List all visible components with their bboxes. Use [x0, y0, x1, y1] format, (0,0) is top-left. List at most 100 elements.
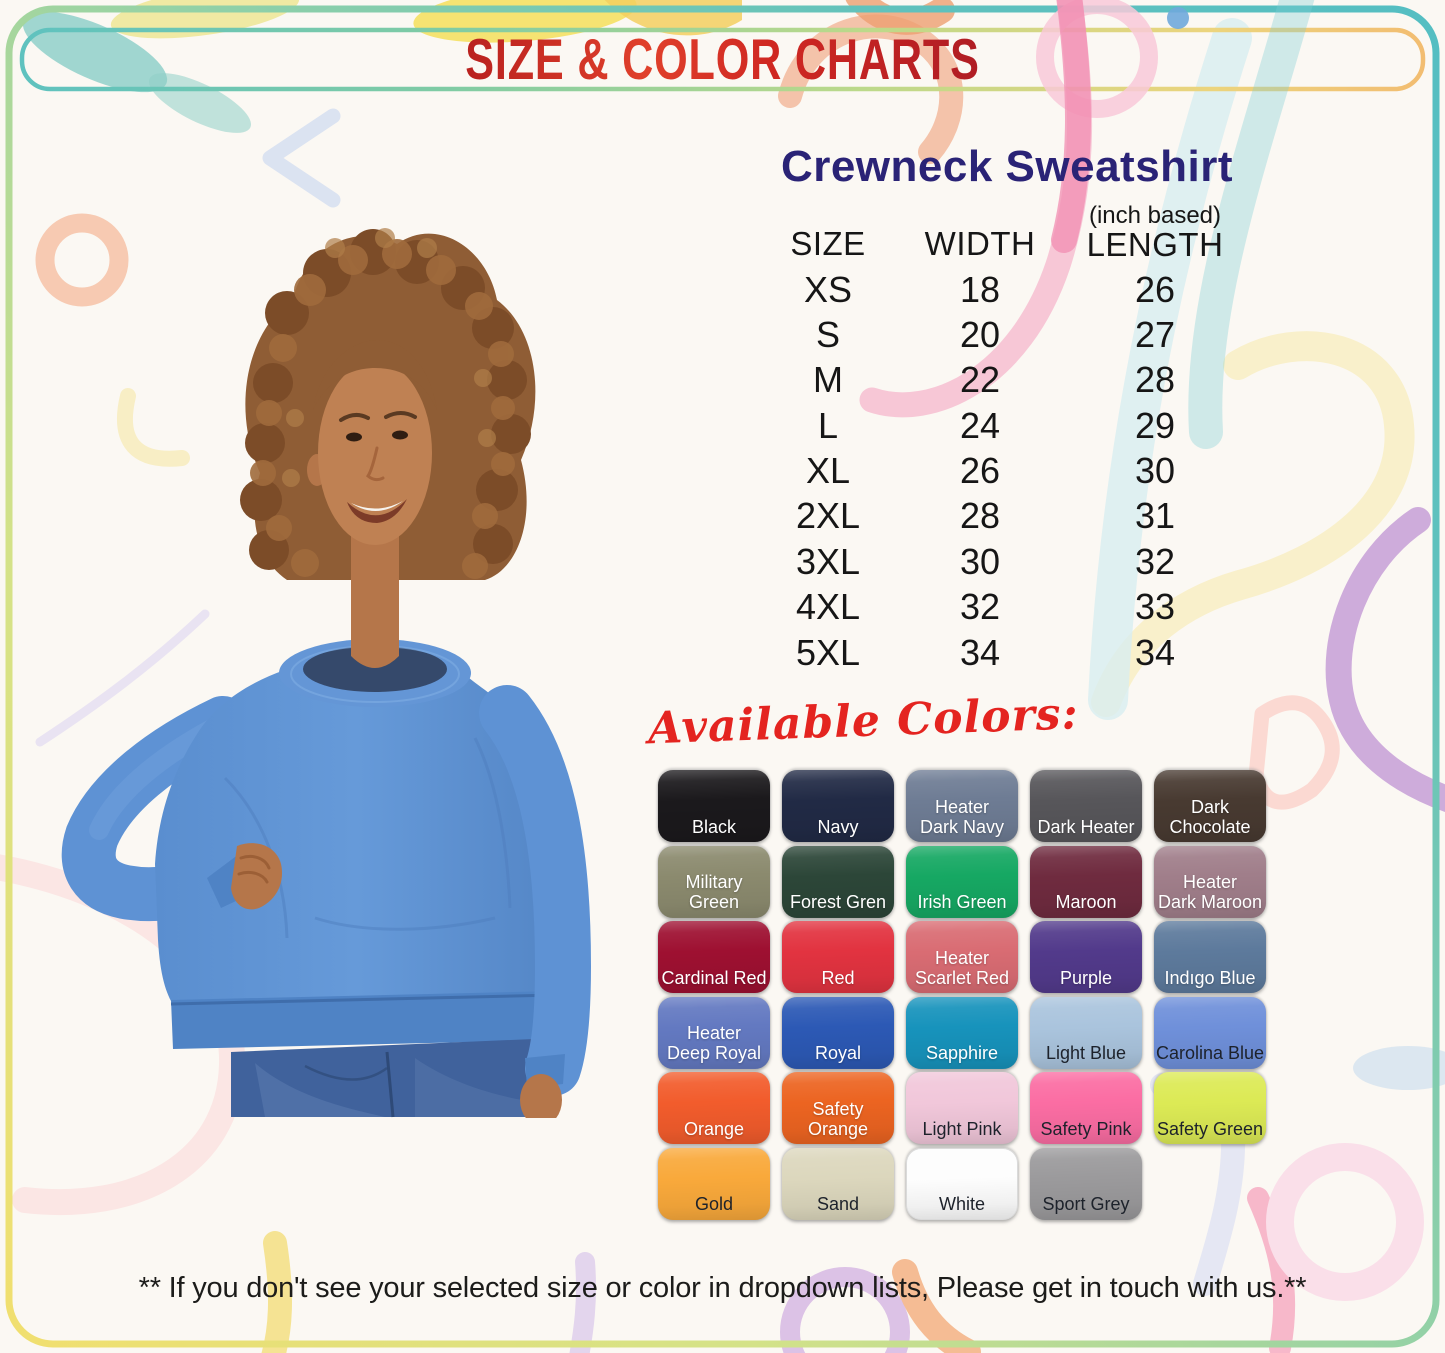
color-swatch-label: Red	[821, 967, 855, 988]
color-swatch-label: Royal	[814, 1043, 862, 1064]
size-cell: XL	[805, 450, 851, 492]
color-swatch-purple: Purple	[1030, 921, 1142, 993]
size-cell: 2XL	[795, 495, 861, 537]
width-cell: 20	[959, 313, 1001, 355]
color-swatch-label: Heater Scarlet Red	[914, 947, 1010, 988]
size-cell: 5XL	[795, 631, 861, 673]
size-cell: 3XL	[795, 540, 861, 582]
size-chart-table: SIZE WIDTH (inch based) LENGTH XS 18 26 S 20…	[770, 203, 1236, 675]
size-row-5xl: 5XL 34 34	[770, 630, 1236, 675]
color-swatch-dark-chocolate: Dark Chocolate	[1154, 770, 1266, 842]
width-cell: 18	[959, 268, 1001, 310]
size-row-l: L 24 29	[770, 403, 1236, 448]
length-cell: 34	[1134, 631, 1176, 673]
color-swatch-label: Safety Orange	[807, 1098, 869, 1139]
color-swatch-light-blue: Light Blue	[1030, 996, 1142, 1069]
available-colors-heading: Available Colors:	[647, 688, 1080, 755]
color-swatch-heater-dark-navy: Heater Dark Navy	[906, 770, 1018, 842]
color-swatch-label: Sapphire	[925, 1043, 999, 1064]
size-cell: XS	[803, 268, 853, 310]
color-swatch-sapphire: Sapphire	[906, 996, 1018, 1069]
color-swatch-maroon: Maroon	[1030, 845, 1142, 918]
length-cell: 29	[1134, 404, 1176, 446]
color-swatch-light-pink: Light Pink	[906, 1072, 1018, 1144]
color-swatch-white: White	[906, 1147, 1018, 1220]
color-swatch-dark-heater: Dark Heater	[1030, 770, 1142, 842]
color-swatch-heater-deep-royal: Heater Deep Royal	[658, 996, 770, 1069]
color-swatch-safety-orange: Safety Orange	[782, 1072, 894, 1144]
color-swatch-navy: Navy	[782, 770, 894, 842]
color-swatch-heater-scarlet-red: Heater Scarlet Red	[906, 921, 1018, 993]
page-title: SIZE & COLOR CHARTS	[465, 27, 980, 92]
column-header-size: SIZE	[790, 224, 866, 262]
color-swatch-label: Sand	[816, 1194, 860, 1215]
color-swatch-forest-gren: Forest Gren	[782, 845, 894, 918]
length-cell: 27	[1134, 313, 1176, 355]
color-swatch-label: Navy	[817, 816, 859, 837]
color-swatch-military-green: Military Green	[658, 845, 770, 918]
color-swatch-safety-pink: Safety Pink	[1030, 1072, 1142, 1144]
width-cell: 22	[959, 359, 1001, 401]
column-header-width: WIDTH	[924, 224, 1036, 262]
color-swatch-label: Indıgo Blue	[1164, 967, 1256, 988]
color-swatch-cardinal-red: Cardinal Red	[658, 921, 770, 993]
color-swatch-label: Carolina Blue	[1155, 1043, 1265, 1064]
color-swatch-label: Black	[691, 816, 736, 837]
size-cell: S	[815, 313, 840, 355]
color-swatch-sport-grey: Sport Grey	[1030, 1147, 1142, 1220]
color-swatch-label: Light Blue	[1045, 1043, 1127, 1064]
color-swatch-label: Maroon	[1055, 892, 1117, 913]
color-swatch-label: Forest Gren	[789, 892, 887, 913]
color-swatch-heater-dark-maroon: Heater Dark Maroon	[1154, 845, 1266, 918]
color-swatch-label: Safety Pink	[1040, 1118, 1132, 1139]
color-swatch-label: Safety Green	[1156, 1118, 1264, 1139]
color-swatch-label: Light Pink	[922, 1118, 1002, 1139]
size-row-s: S 20 27	[770, 312, 1236, 357]
size-row-4xl: 4XL 32 33	[770, 585, 1236, 630]
unit-note: (inch based)	[1088, 202, 1222, 229]
size-table-header: SIZE WIDTH (inch based) LENGTH	[770, 203, 1236, 267]
color-swatch-label: Sport Grey	[1042, 1194, 1130, 1215]
color-swatch-orange: Orange	[658, 1072, 770, 1144]
color-swatch-sand: Sand	[782, 1147, 894, 1220]
color-swatch-grid: Black Navy Heater Dark Navy Dark Heater Dark…	[658, 770, 1278, 1220]
footer-note: ** If you don't see your selected size o…	[138, 1272, 1307, 1304]
length-cell: 33	[1134, 586, 1176, 628]
color-swatch-label: Gold	[694, 1194, 734, 1215]
size-table-rows: XS 18 26 S 20 27 M 22 28 L 24 29 XL 26 30 2XL 28 31 3XL 30 3…	[770, 267, 1236, 676]
size-row-xs: XS 18 26	[770, 267, 1236, 312]
color-swatch-black: Black	[658, 770, 770, 842]
color-swatch-label: White	[938, 1194, 985, 1215]
color-swatch-label: Heater Dark Navy	[919, 796, 1004, 837]
color-swatch-royal: Royal	[782, 996, 894, 1069]
title-banner: SIZE & COLOR CHARTS	[22, 28, 1423, 92]
color-swatch-label: Military Green	[685, 872, 743, 913]
color-swatch-label: Dark Heater	[1037, 816, 1135, 837]
width-cell: 24	[959, 404, 1001, 446]
size-cell: L	[817, 404, 839, 446]
column-header-length: (inch based) LENGTH	[1074, 203, 1236, 267]
color-swatch-safety-green: Safety Green	[1154, 1072, 1266, 1144]
length-cell: 31	[1134, 495, 1176, 537]
color-swatch-label: Heater Deep Royal	[666, 1023, 762, 1064]
size-row-xl: XL 26 30	[770, 448, 1236, 493]
length-cell: 30	[1134, 450, 1176, 492]
size-row-m: M 22 28	[770, 358, 1236, 403]
color-swatch-carolina-blue: Carolina Blue	[1154, 996, 1266, 1069]
width-cell: 28	[959, 495, 1001, 537]
color-swatch-red: Red	[782, 921, 894, 993]
color-swatch-label: Cardinal Red	[661, 967, 767, 988]
width-cell: 32	[959, 586, 1001, 628]
color-swatch-label: Heater Dark Maroon	[1157, 872, 1263, 913]
width-cell: 34	[959, 631, 1001, 673]
size-row-2xl: 2XL 28 31	[770, 494, 1236, 539]
length-cell: 32	[1134, 540, 1176, 582]
product-name: Crewneck Sweatshirt	[780, 142, 1234, 191]
size-row-3xl: 3XL 30 32	[770, 539, 1236, 584]
width-cell: 26	[959, 450, 1001, 492]
color-swatch-gold: Gold	[658, 1147, 770, 1220]
size-cell: M	[813, 359, 843, 401]
color-swatch-label: Dark Chocolate	[1169, 796, 1251, 837]
color-swatch-label: Irish Green	[917, 892, 1007, 913]
color-swatch-irish-green: Irish Green	[906, 845, 1018, 918]
